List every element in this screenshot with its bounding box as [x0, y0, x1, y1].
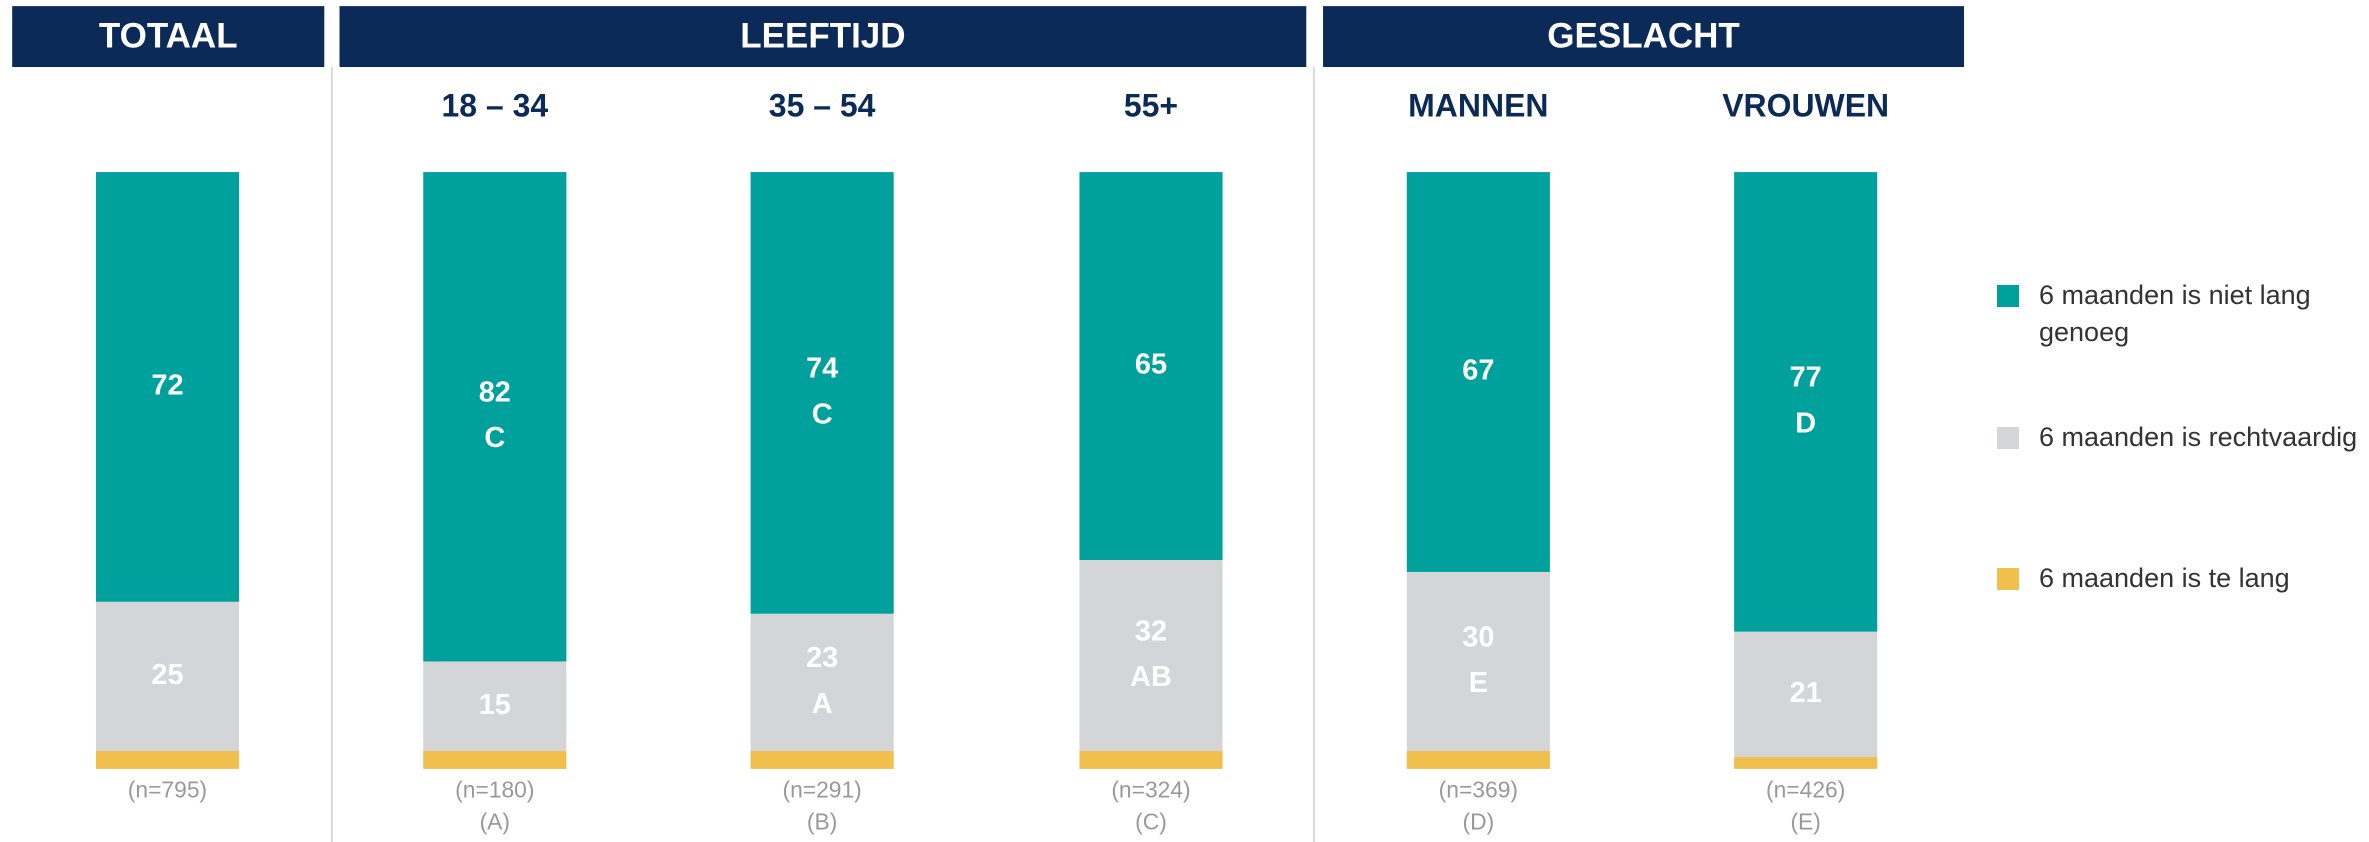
bar-segment — [95, 750, 240, 769]
value-label: 65 — [1135, 349, 1167, 381]
group-header-bg — [339, 6, 1307, 68]
column-label: MANNEN — [1408, 88, 1548, 124]
value-label: 23 — [806, 642, 838, 674]
significance-label: C — [812, 398, 833, 430]
value-label: 74 — [806, 353, 838, 385]
bar-segment — [1406, 172, 1550, 572]
bar-segment — [1406, 571, 1550, 751]
sample-size: (n=795) — [128, 777, 207, 803]
value-label: 21 — [1790, 677, 1822, 709]
legend-label: 6 maanden is niet lang genoeg — [2039, 280, 2311, 347]
bar-segment — [95, 172, 240, 602]
value-label: 67 — [1462, 355, 1494, 387]
legend-label: 6 maanden is te lang — [2039, 563, 2290, 593]
column-label: VROUWEN — [1722, 88, 1889, 124]
sample-size: (n=180) — [455, 777, 534, 803]
column-code: (B) — [807, 809, 837, 835]
value-label: 32 — [1135, 615, 1167, 647]
bar-segment — [1079, 172, 1223, 561]
legend-swatch — [1997, 285, 2019, 307]
significance-label: A — [812, 688, 833, 720]
group-header: LEEFTIJD — [740, 16, 905, 55]
value-label: 82 — [479, 377, 511, 409]
bar-segment — [423, 750, 567, 769]
value-label: 30 — [1462, 621, 1494, 653]
bar-segment — [1734, 631, 1878, 757]
column-code: (D) — [1462, 809, 1494, 835]
sample-size: (n=291) — [782, 777, 861, 803]
column-label: 18 – 34 — [441, 88, 548, 124]
bar-segment — [1079, 560, 1223, 751]
bar-segment — [1734, 172, 1878, 632]
bar-segment — [750, 613, 894, 751]
bar-segment — [750, 750, 894, 769]
bar-segment — [1079, 750, 1223, 769]
column-code: (A) — [480, 809, 510, 835]
bar-segment — [750, 172, 894, 614]
sample-size: (n=324) — [1111, 777, 1190, 803]
significance-label: C — [484, 422, 505, 454]
significance-label: D — [1795, 407, 1816, 439]
column-label: 55+ — [1124, 88, 1178, 124]
group-header-bg — [1323, 6, 1965, 68]
column-code: (C) — [1135, 809, 1167, 835]
group-header: TOTAAL — [99, 16, 238, 55]
bar-segment — [423, 661, 567, 751]
value-label: 15 — [479, 689, 511, 721]
value-label: 25 — [151, 659, 183, 691]
legend-label: 6 maanden is rechtvaardig — [2039, 422, 2358, 452]
bar-segment — [1406, 750, 1550, 769]
legend-swatch — [1997, 568, 2019, 590]
sample-size: (n=426) — [1766, 777, 1845, 803]
group-header-bg — [12, 6, 325, 68]
column-label: 35 – 54 — [769, 88, 876, 124]
significance-label: AB — [1130, 661, 1172, 693]
bar-segment — [1734, 756, 1878, 769]
group-header: GESLACHT — [1547, 16, 1740, 55]
sample-size: (n=369) — [1439, 777, 1518, 803]
significance-label: E — [1469, 667, 1488, 699]
legend-swatch — [1997, 427, 2019, 449]
value-label: 72 — [151, 370, 183, 402]
bar-segment — [423, 172, 567, 662]
column-code: (E) — [1790, 809, 1820, 835]
bar-segment — [95, 601, 240, 751]
value-label: 77 — [1790, 362, 1822, 394]
